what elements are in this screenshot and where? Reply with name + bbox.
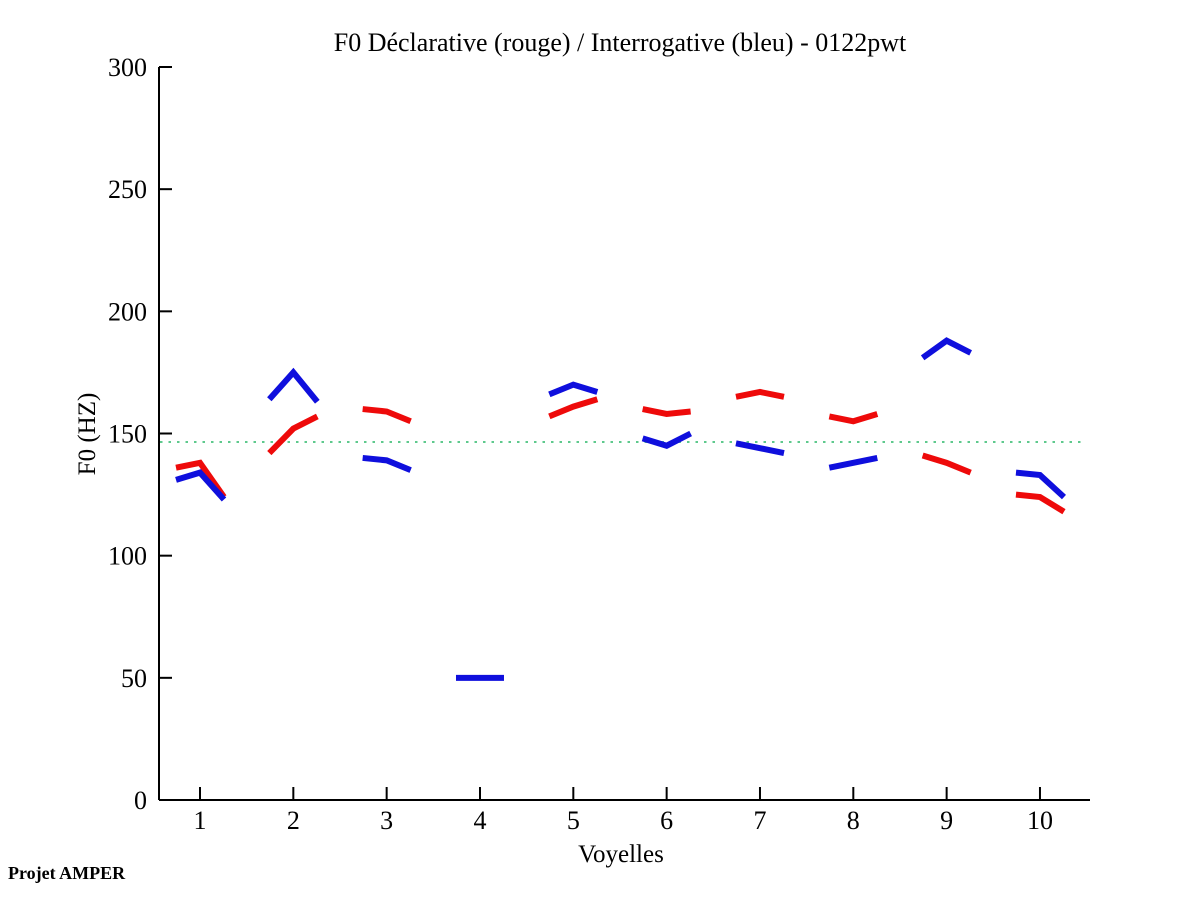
segment-declarative-v9 xyxy=(921,452,972,476)
y-tick-label: 150 xyxy=(108,420,147,449)
x-tick-label: 6 xyxy=(660,806,673,835)
segment-declarative-v7 xyxy=(735,388,785,400)
segment-declarative-v1 xyxy=(175,459,227,499)
segment-declarative-v2 xyxy=(267,413,319,456)
segment-declarative-v3 xyxy=(362,406,412,425)
x-tick-label: 2 xyxy=(287,806,300,835)
y-axis-label: F0 (HZ) xyxy=(74,393,101,476)
x-tick-label: 9 xyxy=(940,806,953,835)
x-tick-label: 3 xyxy=(380,806,393,835)
project-footer-label: Projet AMPER xyxy=(8,863,126,883)
x-tick-label: 4 xyxy=(473,806,486,835)
x-tick-label: 1 xyxy=(194,806,207,835)
y-tick-label: 250 xyxy=(108,175,147,204)
y-tick-label: 0 xyxy=(134,786,147,815)
segment-declarative-v8 xyxy=(828,411,879,425)
segment-interrogative-v10 xyxy=(1015,469,1066,500)
segment-declarative-v5 xyxy=(548,396,599,420)
segment-interrogative-v5 xyxy=(548,381,599,398)
y-tick-label: 300 xyxy=(108,53,147,82)
x-tick-label: 7 xyxy=(753,806,766,835)
data-series-layer xyxy=(175,337,1066,681)
segment-interrogative-v3 xyxy=(362,454,412,473)
x-tick-label: 10 xyxy=(1027,806,1053,835)
axes: 0 50 100 150 200 250 300 1 2 3 4 5 6 7 8 9 10 xyxy=(108,53,1090,835)
segment-interrogative-v6 xyxy=(641,430,693,449)
x-tick-label: 8 xyxy=(847,806,860,835)
segment-interrogative-v9 xyxy=(920,337,973,361)
segment-interrogative-v2 xyxy=(267,367,320,404)
y-tick-label: 100 xyxy=(108,542,147,571)
x-tick-label: 5 xyxy=(567,806,580,835)
segment-interrogative-v1 xyxy=(175,469,227,502)
y-tick-label: 200 xyxy=(108,297,147,326)
segment-declarative-v10 xyxy=(1015,491,1066,515)
segment-interrogative-v8 xyxy=(828,454,878,471)
segment-declarative-v6 xyxy=(642,406,691,417)
x-axis-label: Voyelles xyxy=(578,841,664,868)
chart-title: F0 Déclarative (rouge) / Interrogative (… xyxy=(334,28,907,57)
y-tick-label: 50 xyxy=(121,664,147,693)
segment-interrogative-v7 xyxy=(735,440,785,456)
